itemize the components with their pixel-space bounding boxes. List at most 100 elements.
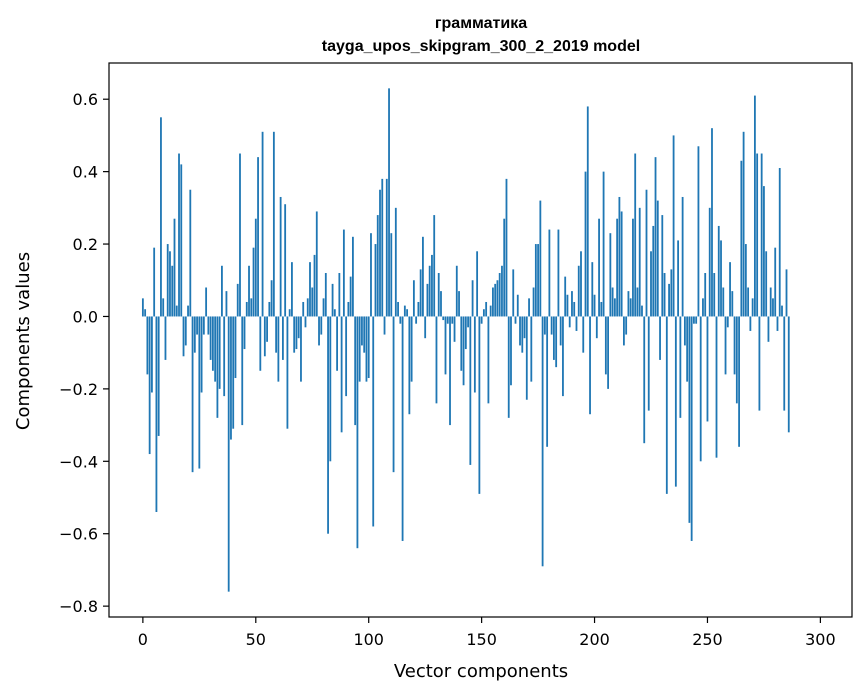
bar-166 — [516, 294, 519, 317]
bar-119 — [410, 316, 413, 382]
bar-40 — [232, 316, 235, 429]
bar-102 — [372, 316, 375, 527]
bar-33 — [216, 316, 219, 418]
bar-184 — [557, 229, 560, 317]
bar-98 — [363, 316, 366, 353]
bar-214 — [625, 316, 628, 335]
bar-223 — [645, 189, 648, 317]
bar-5 — [153, 247, 156, 317]
bar-175 — [537, 244, 539, 317]
y-tick-label: −0.2 — [59, 380, 98, 399]
bar-248 — [702, 298, 704, 317]
bar-11 — [166, 244, 169, 317]
x-tick-label: 0 — [138, 630, 148, 649]
bar-8 — [160, 117, 162, 317]
bar-2 — [146, 316, 149, 375]
bar-280 — [774, 247, 777, 317]
bar-231 — [663, 273, 666, 317]
bar-28 — [205, 287, 208, 317]
bar-47 — [248, 265, 250, 317]
x-tick-label: 50 — [246, 630, 266, 649]
bar-89 — [342, 229, 345, 317]
bar-258 — [724, 316, 727, 375]
bar-97 — [361, 316, 363, 346]
bar-281 — [776, 316, 779, 331]
bar-284 — [783, 316, 786, 411]
bar-141 — [460, 316, 463, 371]
bar-150 — [480, 316, 483, 324]
bar-249 — [704, 273, 707, 317]
bar-245 — [695, 316, 698, 324]
bar-198 — [589, 316, 591, 415]
bar-266 — [742, 131, 745, 317]
bar-72 — [304, 316, 307, 328]
bar-121 — [415, 316, 418, 324]
bar-109 — [388, 88, 390, 317]
bar-44 — [241, 316, 244, 426]
bar-176 — [539, 200, 542, 317]
bar-24 — [196, 316, 198, 335]
bar-77 — [315, 211, 318, 317]
bar-173 — [532, 287, 535, 317]
bar-262 — [733, 316, 736, 375]
bar-32 — [214, 316, 217, 382]
bar-149 — [478, 316, 481, 494]
bar-264 — [738, 316, 740, 447]
bar-117 — [406, 309, 409, 317]
bar-85 — [333, 309, 336, 317]
bar-46 — [245, 301, 248, 317]
x-tick-label: 150 — [466, 630, 497, 649]
bar-137 — [451, 316, 454, 324]
bar-55 — [266, 316, 268, 342]
bar-243 — [690, 316, 693, 541]
bar-237 — [677, 240, 680, 317]
bar-234 — [670, 269, 673, 317]
bar-140 — [458, 291, 460, 317]
bar-255 — [717, 225, 720, 317]
bar-151 — [482, 309, 485, 317]
bar-276 — [765, 251, 768, 317]
bar-106 — [381, 178, 384, 317]
bar-63 — [284, 204, 287, 317]
bar-124 — [422, 236, 424, 317]
bar-139 — [455, 265, 458, 317]
bar-168 — [521, 316, 524, 353]
bar-260 — [729, 262, 731, 317]
bar-78 — [318, 316, 320, 346]
bar-145 — [469, 316, 472, 465]
bar-169 — [523, 316, 526, 339]
bar-192 — [575, 316, 578, 331]
bar-185 — [559, 316, 562, 346]
bar-230 — [661, 215, 664, 317]
bar-39 — [230, 316, 232, 440]
bar-105 — [379, 189, 381, 317]
bar-259 — [726, 316, 729, 328]
bar-232 — [665, 316, 668, 494]
bar-64 — [286, 316, 289, 429]
bar-143 — [464, 316, 467, 350]
bar-181 — [550, 316, 553, 335]
bar-188 — [566, 294, 569, 317]
bar-285 — [785, 269, 788, 317]
bar-172 — [530, 316, 533, 382]
bar-31 — [211, 316, 214, 371]
bar-120 — [412, 280, 415, 317]
x-tick-label: 200 — [579, 630, 610, 649]
bar-274 — [760, 153, 763, 317]
bar-224 — [647, 316, 650, 411]
bar-236 — [674, 316, 677, 487]
bar-144 — [467, 316, 469, 328]
bar-95 — [356, 316, 359, 549]
bar-186 — [562, 316, 564, 397]
bar-35 — [221, 265, 223, 317]
bar-37 — [225, 291, 228, 317]
bar-104 — [376, 215, 379, 317]
bar-112 — [394, 207, 397, 317]
bar-92 — [349, 276, 352, 317]
bar-114 — [399, 316, 402, 324]
chart-title: грамматика — [435, 15, 527, 32]
bar-194 — [580, 251, 582, 317]
bar-57 — [270, 280, 273, 317]
bar-161 — [505, 178, 508, 317]
